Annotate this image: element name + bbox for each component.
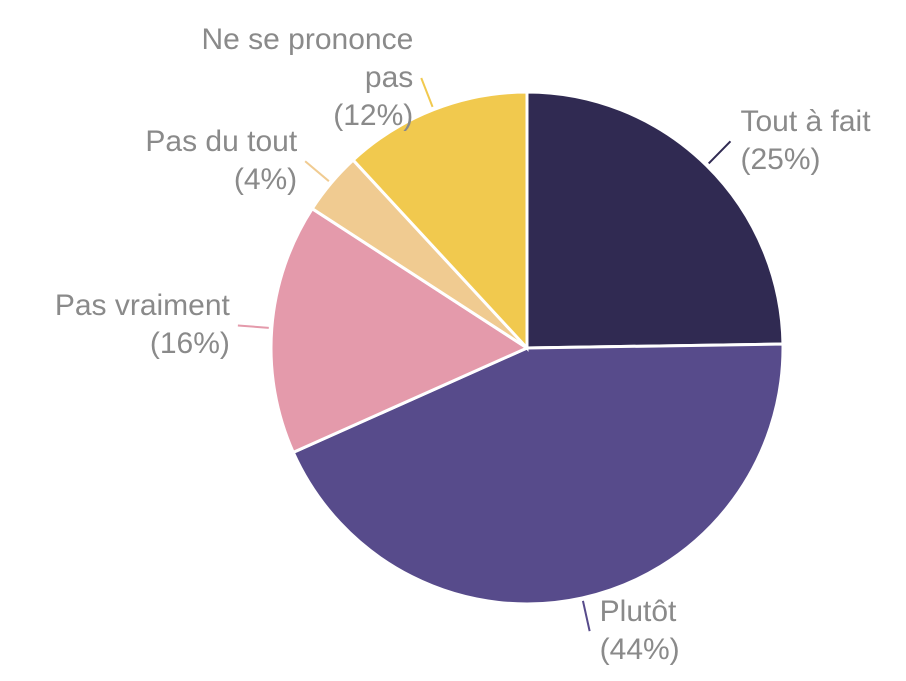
slice-label: Pas vraiment (16%)	[55, 287, 230, 363]
category-label: Pas du tout	[145, 125, 298, 159]
pie-slice	[269, 206, 531, 455]
value-label: (12%)	[333, 98, 414, 132]
leader-line	[707, 140, 732, 165]
pie-slice	[525, 90, 785, 350]
value-label: (16%)	[149, 327, 230, 361]
slice-label: Pas du tout (4%)	[145, 123, 297, 199]
category-label: Ne se prononce pas	[201, 22, 414, 94]
leader-line	[304, 160, 330, 182]
pie-slice	[351, 90, 529, 352]
category-label: Tout à fait	[740, 105, 871, 139]
category-label: Plutôt	[599, 595, 677, 629]
category-label: Pas vraiment	[54, 289, 230, 323]
slice-label: Tout à fait (25%)	[740, 103, 870, 179]
pie-slice	[291, 342, 785, 606]
value-label: (4%)	[233, 163, 298, 197]
leader-line	[237, 324, 269, 329]
leader-line	[581, 600, 591, 632]
slice-label: Ne se prononce pas (12%)	[158, 21, 413, 135]
leader-line	[420, 77, 434, 108]
value-label: (25%)	[740, 143, 821, 177]
value-label: (44%)	[599, 633, 680, 667]
slice-label: Plutôt (44%)	[600, 593, 680, 669]
